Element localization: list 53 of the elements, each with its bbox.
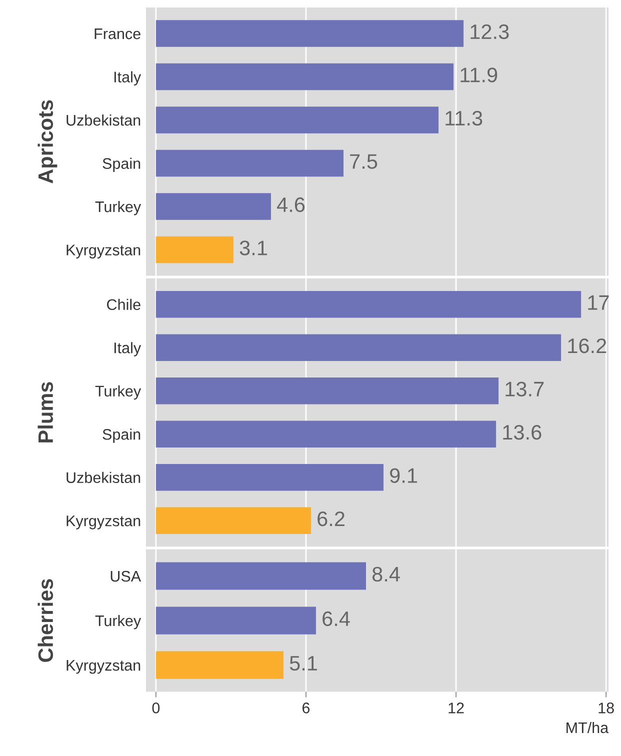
y-tick-label: Kyrgyzstan bbox=[66, 516, 140, 530]
bar bbox=[156, 464, 384, 491]
x-tick-label: 0 bbox=[152, 702, 160, 714]
bar bbox=[156, 651, 284, 679]
y-tick-label: Kyrgyzstan bbox=[66, 244, 140, 258]
bar bbox=[156, 236, 234, 264]
data-label: 3.1 bbox=[240, 240, 267, 256]
data-label: 13.6 bbox=[503, 424, 542, 440]
x-axis-title: MT/ha bbox=[566, 722, 609, 734]
y-axis-title: Apricots bbox=[38, 100, 58, 184]
data-label: 9.1 bbox=[390, 468, 418, 483]
y-tick-label: Turkey bbox=[95, 614, 142, 630]
data-label: 11.9 bbox=[460, 68, 498, 82]
bar bbox=[156, 420, 496, 448]
y-tick-label: Italy bbox=[114, 71, 142, 86]
bar bbox=[156, 193, 271, 220]
data-label: 17 bbox=[588, 295, 609, 310]
x-tick-label: 18 bbox=[598, 702, 614, 714]
data-label: 6.4 bbox=[322, 611, 350, 626]
y-tick-label: Turkey bbox=[95, 200, 142, 216]
y-tick-label: Turkey bbox=[95, 385, 142, 400]
y-tick-label: Italy bbox=[114, 342, 142, 356]
data-label: 13.7 bbox=[506, 382, 544, 396]
data-label: 7.5 bbox=[350, 154, 378, 169]
y-tick-label: Chile bbox=[107, 298, 140, 310]
bar bbox=[156, 150, 344, 177]
x-tick-label: 6 bbox=[302, 702, 310, 714]
y-axis-title: Cherries bbox=[38, 579, 54, 662]
data-label: 5.1 bbox=[290, 656, 317, 671]
y-tick-label: Uzbekistan bbox=[66, 472, 140, 484]
bar bbox=[156, 377, 499, 404]
bar bbox=[156, 562, 366, 590]
y-tick-label: France bbox=[94, 28, 140, 40]
x-tick-label: 12 bbox=[448, 702, 464, 714]
bar bbox=[156, 606, 316, 634]
y-tick-label: Uzbekistan bbox=[66, 114, 140, 126]
data-label: 6.2 bbox=[318, 511, 344, 526]
data-label: 16.2 bbox=[568, 338, 606, 354]
y-tick-label: Kyrgyzstan bbox=[66, 660, 140, 674]
bar bbox=[156, 63, 454, 90]
data-label: 4.6 bbox=[277, 197, 305, 212]
data-label: 8.4 bbox=[372, 566, 400, 582]
bar bbox=[156, 20, 464, 47]
y-tick-label: Spain bbox=[102, 428, 140, 443]
y-tick-label: USA bbox=[110, 570, 142, 582]
data-label: 11.3 bbox=[446, 110, 482, 126]
y-axis-title: Plums bbox=[38, 382, 54, 442]
bar bbox=[156, 106, 439, 134]
bar bbox=[156, 334, 562, 362]
bar bbox=[156, 507, 311, 534]
bar bbox=[156, 290, 582, 318]
data-label: 12.3 bbox=[470, 24, 509, 40]
y-tick-label: Spain bbox=[102, 158, 140, 172]
